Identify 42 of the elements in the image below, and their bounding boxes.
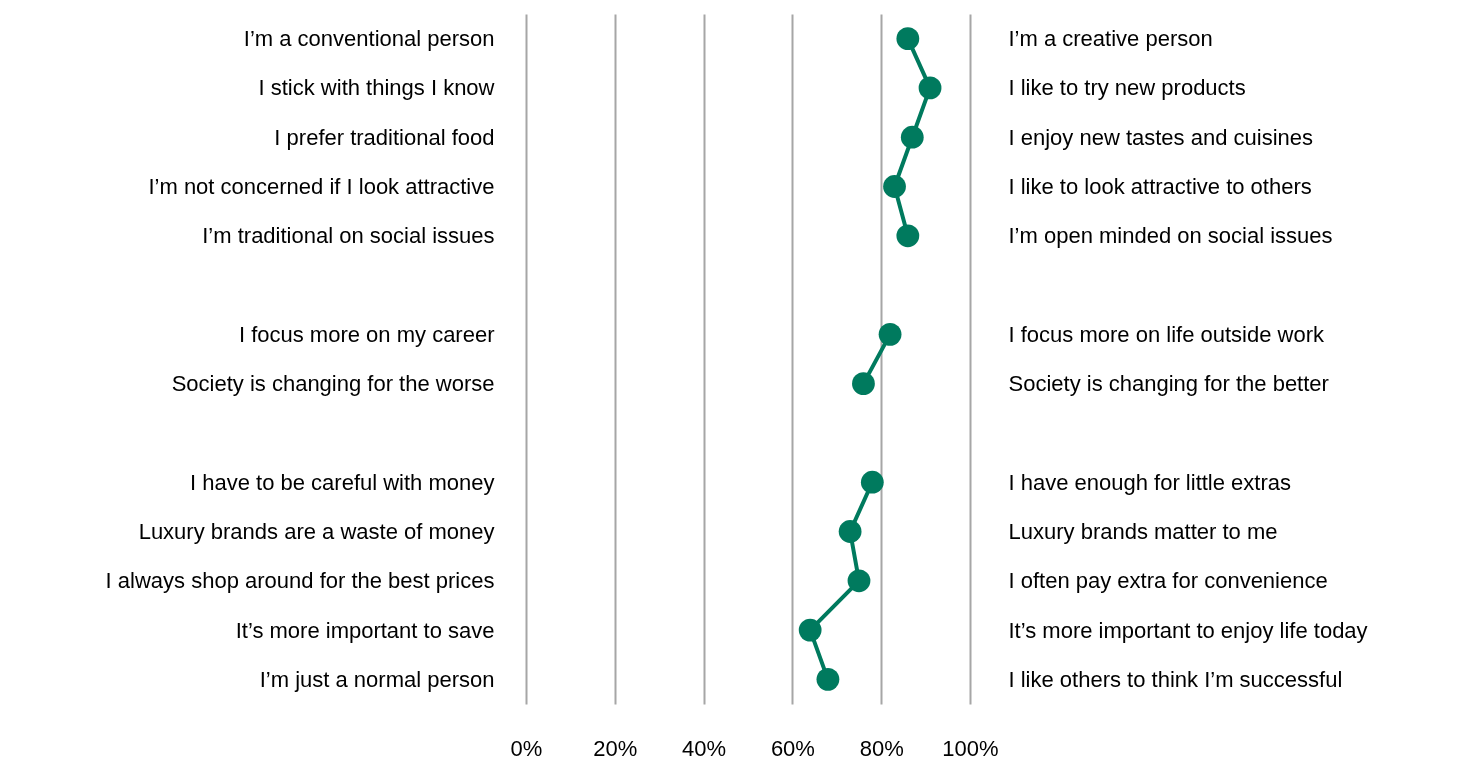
y-tick-label: I’m not concerned if I look attractive (148, 174, 495, 199)
x-tick-label: 0% (510, 735, 543, 761)
y2-tick-label: I’m open minded on social issues (1008, 223, 1333, 249)
y-tick-label: I prefer traditional food (274, 124, 495, 150)
y-tick-label: I’m just a normal person (259, 666, 495, 692)
y-tick-label: I have to be careful with money (190, 469, 495, 495)
point (896, 27, 920, 51)
x-tick-label: 20% (593, 735, 638, 761)
point (900, 125, 924, 149)
y2-tick-label: It’s more important to enjoy life today (1008, 617, 1368, 643)
y2-tick-label: I have enough for little extras (1008, 469, 1291, 495)
point (918, 76, 942, 100)
y2-tick-label: I like others to think I’m successful (1008, 666, 1343, 692)
x-tick-label: 60% (770, 735, 815, 761)
y-tick-label: I stick with things I know (258, 75, 495, 101)
y-tick-label: Luxury brands are a waste of money (138, 519, 495, 544)
y2-tick-label: I like to look attractive to others (1008, 174, 1312, 199)
y2-tick-label: I often pay extra for convenience (1008, 568, 1328, 594)
y2-tick-label: I enjoy new tastes and cuisines (1008, 124, 1314, 150)
point (860, 470, 884, 494)
y-tick-label: It’s more important to save (235, 617, 495, 643)
y2-tick-label: I’m a creative person (1008, 26, 1213, 52)
point (816, 667, 840, 691)
point (847, 569, 871, 593)
point (878, 322, 902, 346)
x-tick-label: 100% (942, 735, 999, 761)
y-tick-label: I’m traditional on social issues (202, 223, 495, 249)
point (798, 618, 822, 642)
point (852, 372, 875, 396)
point (896, 224, 920, 248)
y-tick-label: Society is changing for the worse (171, 371, 495, 397)
point (838, 520, 862, 543)
y-tick-label: I always shop around for the best prices (105, 568, 495, 594)
y2-tick-label: Society is changing for the better (1008, 371, 1329, 397)
y2-tick-label: I like to try new products (1008, 75, 1246, 101)
point (883, 175, 906, 198)
y2-tick-label: Luxury brands matter to me (1008, 519, 1278, 544)
x-tick-label: 40% (682, 735, 727, 761)
y-tick-label: I’m a conventional person (243, 26, 495, 52)
y2-tick-label: I focus more on life outside work (1008, 321, 1325, 347)
x-tick-label: 80% (859, 735, 904, 761)
y-tick-label: I focus more on my career (238, 321, 495, 347)
